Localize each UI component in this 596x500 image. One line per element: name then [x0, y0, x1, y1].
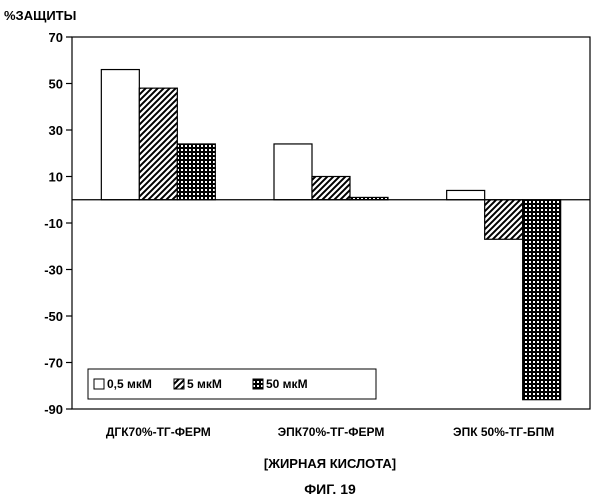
legend: 0,5 мкМ 5 мкМ 50 мкМ — [88, 369, 376, 399]
category-label: ЭПК 50%-ТГ-БПМ — [453, 425, 554, 439]
category-label: ЭПК70%-ТГ-ФЕРМ — [278, 425, 385, 439]
bar-3-3 — [523, 200, 561, 400]
y-tick-label: 50 — [49, 77, 63, 92]
bar-1-3 — [177, 144, 215, 200]
y-tick-label: 70 — [49, 30, 63, 45]
legend-swatch-5 — [174, 379, 184, 389]
legend-label-5: 5 мкМ — [187, 377, 222, 391]
category-label: ДГК70%-ТГ-ФЕРМ — [106, 425, 211, 439]
bar-3-2 — [485, 200, 523, 240]
x-axis-title: [ЖИРНАЯ КИСЛОТА] — [264, 456, 396, 471]
y-tick-label: 10 — [49, 170, 63, 185]
legend-label-0,5: 0,5 мкМ — [107, 377, 152, 391]
y-tick-label: -90 — [44, 402, 63, 417]
legend-label-50: 50 мкМ — [266, 377, 308, 391]
bar-2-1 — [274, 144, 312, 200]
bar-1-2 — [139, 88, 177, 200]
legend-swatch-50 — [253, 379, 263, 389]
y-axis-title: %ЗАЩИТЫ — [4, 8, 76, 23]
y-tick-label: -10 — [44, 216, 63, 231]
category-labels: ДГК70%-ТГ-ФЕРМ ЭПК70%-ТГ-ФЕРМ ЭПК 50%-ТГ-Б… — [106, 425, 554, 439]
y-tick-label: -50 — [44, 309, 63, 324]
legend-swatch-0,5 — [94, 379, 104, 389]
bar-3-1 — [447, 190, 485, 199]
bar-1-1 — [101, 70, 139, 200]
y-tick-label: -30 — [44, 263, 63, 278]
y-axis: 70 50 30 10 -10 -30 -50 -70 -90 — [44, 30, 72, 417]
figure-caption: ФИГ. 19 — [304, 481, 356, 497]
y-tick-label: -70 — [44, 356, 63, 371]
y-tick-label: 30 — [49, 123, 63, 138]
bar-2-2 — [312, 177, 350, 200]
bar-series — [101, 70, 560, 400]
